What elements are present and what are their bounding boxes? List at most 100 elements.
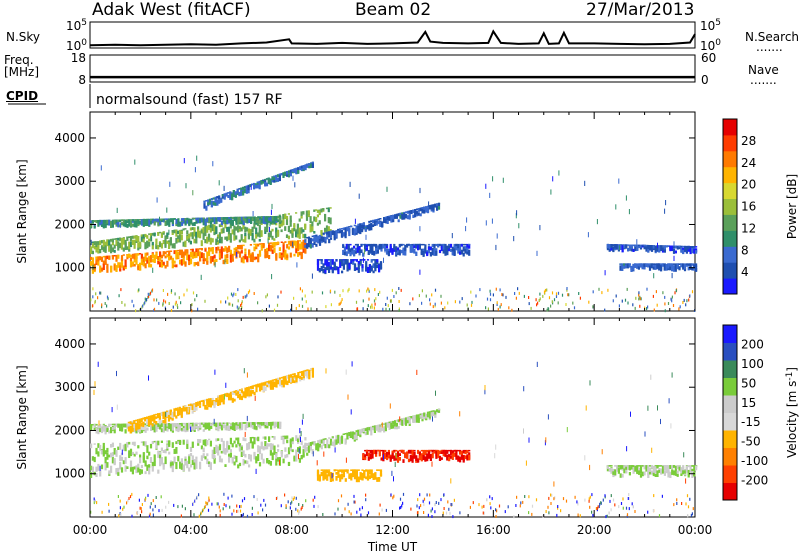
velocity-echo-mark <box>643 465 646 470</box>
velocity-streak-mark <box>244 431 246 438</box>
velocity-echo-mark <box>155 426 158 432</box>
power-echo-mark <box>342 260 345 267</box>
power-echo-mark <box>266 251 269 258</box>
power-echo-mark <box>424 247 427 254</box>
power-echo-mark <box>169 250 173 252</box>
power-streak-mark <box>636 239 638 245</box>
velocity-echo-mark <box>277 457 280 462</box>
velocity-echo-mark <box>231 422 234 424</box>
power-floor-mark <box>592 305 594 309</box>
power-colorbar-cell <box>723 198 737 215</box>
velocity-echo-mark <box>431 453 434 459</box>
power-echo-mark <box>436 203 439 206</box>
power-echo-mark <box>209 257 212 260</box>
power-echo-mark <box>204 225 207 231</box>
velocity-echo-mark <box>135 465 138 470</box>
power-echo-mark <box>302 165 305 170</box>
power-echo-mark <box>226 258 229 264</box>
velocity-floor-mark <box>614 503 616 507</box>
power-echo-mark <box>273 242 276 247</box>
velocity-echo-mark <box>689 468 692 474</box>
power-echo-mark <box>286 255 289 259</box>
power-floor-mark <box>162 302 164 306</box>
power-floor-mark <box>370 305 372 309</box>
power-echo-mark <box>160 254 163 259</box>
velocity-floor-mark <box>687 514 689 518</box>
power-echo-mark <box>93 241 96 245</box>
velocity-floor-mark <box>589 495 591 499</box>
velocity-echo-mark <box>187 409 191 415</box>
velocity-echo-mark <box>606 465 609 469</box>
power-floor-mark <box>542 294 544 298</box>
velocity-echo-mark <box>322 469 325 471</box>
power-floor-mark <box>244 295 246 299</box>
velocity-echo-mark <box>669 471 672 478</box>
velocity-floor-mark <box>392 496 394 500</box>
power-echo-mark <box>346 263 349 270</box>
power-echo-mark <box>353 249 356 256</box>
power-echo-mark <box>683 268 687 272</box>
power-floor-mark <box>373 299 376 303</box>
velocity-floor-mark <box>314 495 316 499</box>
power-echo-mark <box>205 200 208 202</box>
power-echo-mark <box>173 229 176 233</box>
power-colorbar-tick: 16 <box>741 200 756 214</box>
power-echo-mark <box>100 219 104 223</box>
velocity-floor-mark <box>483 504 485 508</box>
power-echo-mark <box>384 218 387 224</box>
velocity-echo-mark <box>157 450 160 458</box>
power-echo-mark <box>253 216 256 221</box>
power-echo-mark <box>222 248 225 252</box>
power-echo-mark <box>329 230 333 238</box>
power-echo-mark <box>685 245 688 252</box>
power-echo-mark <box>689 263 692 270</box>
power-echo-mark <box>126 219 129 221</box>
power-echo-mark <box>179 259 182 265</box>
velocity-echo-mark <box>178 408 181 416</box>
power-echo-mark <box>273 247 276 253</box>
power-echo-mark <box>117 254 120 257</box>
power-echo-mark <box>258 224 261 233</box>
power-echo-mark <box>430 204 433 209</box>
velocity-echo-mark <box>373 425 376 432</box>
power-floor-mark <box>674 291 676 295</box>
power-streak-mark <box>539 225 541 231</box>
power-echo-mark <box>178 236 182 243</box>
velocity-echo-mark <box>271 383 274 390</box>
power-echo-mark <box>144 243 147 250</box>
power-echo-mark <box>139 219 142 221</box>
power-echo-mark <box>264 255 267 259</box>
power-streak-mark <box>552 176 554 182</box>
velocity-echo-mark <box>251 436 254 439</box>
power-echo-mark <box>630 245 633 249</box>
power-streak-mark <box>271 274 273 280</box>
power-echo-mark <box>91 269 94 274</box>
velocity-echo-mark <box>186 441 189 449</box>
power-echo-mark <box>242 258 245 264</box>
velocity-echo-mark <box>674 465 677 472</box>
power-echo-mark <box>93 225 96 229</box>
power-floor-mark <box>662 291 664 295</box>
velocity-echo-mark <box>173 450 176 454</box>
velocity-echo-mark <box>395 457 398 461</box>
velocity-echo-mark <box>129 421 132 424</box>
velocity-floor-mark <box>423 511 425 514</box>
power-floor-mark <box>257 301 259 305</box>
velocity-echo-mark <box>279 377 282 380</box>
velocity-streak-mark <box>525 460 527 466</box>
power-echo-mark <box>102 255 105 258</box>
power-echo-mark <box>269 242 272 244</box>
velocity-echo-mark <box>162 411 165 418</box>
velocity-echo-mark <box>396 457 400 463</box>
velocity-echo-mark <box>306 446 309 452</box>
velocity-echo-mark <box>220 438 223 442</box>
power-echo-mark <box>421 208 424 214</box>
velocity-streak-mark <box>225 382 227 388</box>
power-echo-mark <box>217 234 220 238</box>
velocity-echo-mark <box>148 464 151 468</box>
power-floor-mark <box>638 293 640 297</box>
velocity-colorbar-cell <box>723 377 737 396</box>
velocity-floor-mark <box>452 515 454 519</box>
power-echo-mark <box>243 186 247 188</box>
power-floor-mark <box>338 302 340 306</box>
